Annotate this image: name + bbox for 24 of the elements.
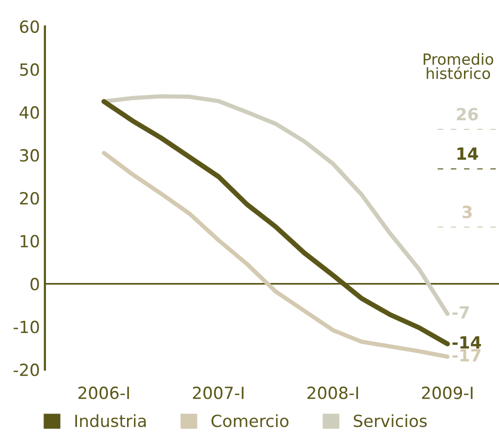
y-tick-label: -10: [14, 320, 39, 334]
x-tick-label: 2008-I: [307, 386, 358, 400]
annotation: Promedio histórico: [424, 53, 494, 80]
line-series: [102, 150, 450, 359]
y-tick-label: 20: [20, 192, 39, 205]
legend-label: Industria: [75, 414, 146, 428]
data-label: -17: [452, 349, 480, 362]
y-tick-label: 30: [20, 149, 39, 162]
y-tick-label: 50: [20, 63, 39, 76]
legend-label: Comercio: [212, 414, 288, 428]
y-tick-label: 10: [20, 234, 39, 248]
annotation: 26: [456, 108, 478, 120]
y-tick-label: 40: [20, 106, 39, 119]
text: 3: [462, 206, 472, 218]
x-tick-label: 2009-I: [422, 386, 472, 400]
x-tick-label: 2006-I: [78, 386, 129, 400]
data-label: -7: [452, 306, 469, 318]
y-tick-label: 60: [20, 20, 39, 33]
y-tick-label: -20: [14, 364, 39, 376]
legend-label: Servicios: [354, 414, 427, 428]
x-tick-label: 2007-I: [192, 386, 244, 400]
data-label: -14: [452, 336, 481, 348]
annotation: 14: [458, 148, 478, 160]
y-tick-label: 0: [30, 278, 39, 290]
